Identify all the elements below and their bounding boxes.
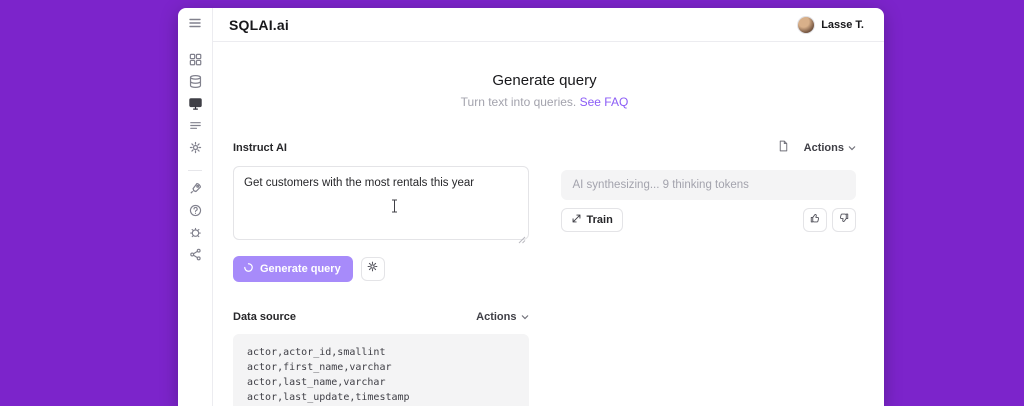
help-icon (188, 203, 203, 223)
dashboard-icon (188, 52, 203, 72)
share-icon (188, 247, 203, 267)
sidebar-item-dashboard[interactable] (184, 52, 206, 72)
result-column: Actions AI synthesizing... 9 thinking to… (560, 139, 856, 406)
generate-query-label: Generate query (260, 263, 341, 275)
thumbs-down-icon (838, 211, 850, 229)
sidebar-item-monitor[interactable] (184, 98, 206, 114)
thumbs-down-button[interactable] (832, 208, 856, 232)
instruct-input[interactable]: Get customers with the most rentals this… (233, 166, 529, 240)
sidebar-item-getting-started[interactable] (184, 181, 206, 201)
generate-query-button[interactable]: Generate query (233, 256, 353, 282)
instruct-label: Instruct AI (233, 142, 287, 154)
subtitle-text: Turn text into queries. (460, 95, 577, 109)
result-actions-dropdown[interactable]: Actions (804, 142, 856, 154)
list-icon (188, 118, 203, 138)
sidebar-item-bug-report[interactable] (184, 227, 206, 243)
monitor-icon (188, 96, 203, 116)
data-source-content[interactable]: actor,actor_id,smallint actor,first_name,… (233, 334, 529, 406)
app-window: SQLAI.ai Lasse T. Generate query Turn te… (178, 8, 884, 406)
thumbs-up-button[interactable] (803, 208, 827, 232)
database-icon (188, 74, 203, 94)
sidebar-item-help[interactable] (184, 203, 206, 223)
bug-icon (188, 225, 203, 245)
chevron-down-icon (848, 142, 856, 154)
data-source-section: Data source Actions actor,actor_id,small… (233, 308, 529, 406)
thumbs-up-icon (809, 211, 821, 229)
user-menu[interactable]: Lasse T. (797, 15, 864, 34)
hamburger-icon (187, 15, 203, 36)
rocket-icon (188, 181, 203, 201)
page-title: Generate query (492, 72, 597, 89)
generate-settings-button[interactable] (360, 257, 385, 281)
sidebar (178, 8, 213, 406)
code-line: actor,first_name,varchar (247, 362, 392, 373)
data-source-label: Data source (233, 311, 296, 323)
train-button[interactable]: Train (560, 208, 623, 232)
data-source-actions-dropdown[interactable]: Actions (476, 311, 528, 323)
sidebar-item-database[interactable] (184, 74, 206, 94)
train-label: Train (586, 214, 613, 226)
faq-link[interactable]: See FAQ (579, 95, 629, 109)
ai-status-message: AI synthesizing... 9 thinking tokens (560, 170, 856, 200)
document-icon[interactable] (777, 139, 790, 158)
sidebar-item-share[interactable] (184, 247, 206, 267)
user-name: Lasse T. (821, 18, 864, 31)
sidebar-item-logs[interactable] (184, 120, 206, 136)
chevron-down-icon (521, 311, 529, 323)
actions-label: Actions (476, 311, 517, 323)
code-line: actor,last_update,timestamp (247, 392, 410, 403)
instruct-column: Instruct AI Get customers with the most … (233, 139, 529, 406)
top-header: SQLAI.ai Lasse T. (213, 8, 884, 42)
page-subtitle: Turn text into queries. See FAQ (233, 95, 856, 109)
gear-icon (366, 260, 379, 278)
code-line: actor,last_name,varchar (247, 377, 386, 388)
spinner-icon (243, 262, 254, 276)
menu-button[interactable] (184, 17, 206, 33)
app-logo: SQLAI.ai (229, 16, 289, 33)
sidebar-divider (188, 170, 202, 171)
avatar (797, 15, 816, 34)
sidebar-item-settings[interactable] (184, 140, 206, 160)
actions-label: Actions (803, 142, 844, 154)
code-line: actor,actor_id,smallint (247, 347, 386, 358)
main-content: Generate query Turn text into queries. S… (213, 42, 884, 406)
gear-icon (188, 140, 203, 160)
train-icon (571, 213, 582, 227)
